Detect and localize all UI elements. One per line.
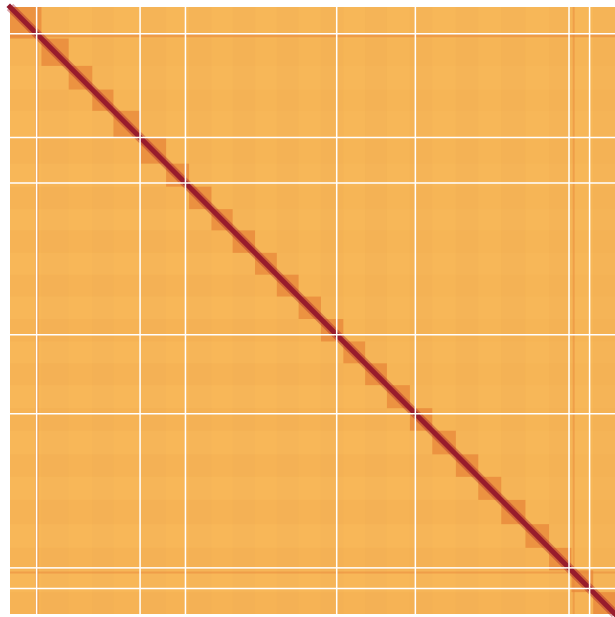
edge-line-row xyxy=(10,34,615,38)
band-column xyxy=(365,7,387,614)
band-column xyxy=(320,7,344,614)
band-column xyxy=(386,7,410,614)
diagonal-line xyxy=(6,3,615,617)
edge-line-col xyxy=(572,7,575,614)
band-column xyxy=(140,7,167,614)
band-row xyxy=(10,476,615,500)
band-column xyxy=(478,7,502,614)
band-column xyxy=(571,7,594,614)
band-column xyxy=(232,7,256,614)
band-column xyxy=(189,7,212,614)
band-row xyxy=(10,547,615,571)
band-column xyxy=(211,7,233,614)
band-row xyxy=(10,570,615,593)
band-column xyxy=(549,7,572,614)
band-column xyxy=(343,7,366,614)
band-column xyxy=(593,7,615,614)
band-column xyxy=(41,7,69,614)
band-column xyxy=(525,7,550,614)
edge-line-row xyxy=(10,571,615,574)
plot-area xyxy=(6,3,615,617)
band-column xyxy=(113,7,141,614)
band-column xyxy=(92,7,114,614)
band-column xyxy=(166,7,190,614)
band-column xyxy=(68,7,93,614)
band-column xyxy=(255,7,277,614)
diagonal-halo xyxy=(6,3,615,617)
band-column xyxy=(432,7,456,614)
band-row xyxy=(10,592,615,614)
band-column xyxy=(276,7,299,614)
band-row xyxy=(10,524,615,548)
